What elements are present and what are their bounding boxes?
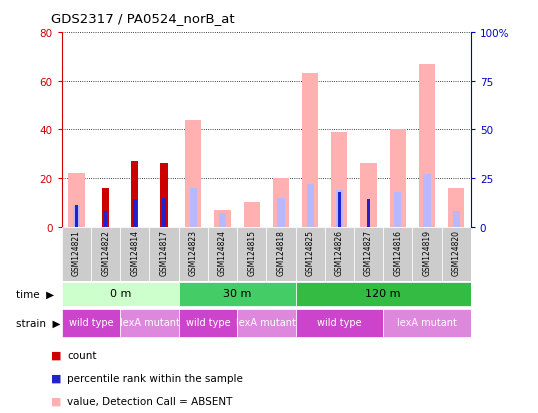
Bar: [295, 309, 383, 337]
Bar: [273, 178, 289, 227]
Bar: [75, 206, 78, 227]
Bar: [394, 192, 401, 227]
Bar: [179, 282, 295, 306]
Bar: [73, 206, 80, 227]
Bar: [185, 121, 201, 227]
Text: ■: ■: [51, 373, 62, 383]
Bar: [62, 309, 121, 337]
Bar: [190, 188, 197, 227]
Text: value, Detection Call = ABSENT: value, Detection Call = ABSENT: [67, 396, 232, 406]
Text: lexA mutant: lexA mutant: [236, 318, 296, 328]
Bar: [121, 227, 150, 281]
Bar: [295, 282, 471, 306]
Bar: [68, 174, 84, 227]
Text: GSM124826: GSM124826: [335, 230, 344, 276]
Text: GDS2317 / PA0524_norB_at: GDS2317 / PA0524_norB_at: [51, 12, 235, 25]
Bar: [208, 227, 237, 281]
Text: ■: ■: [51, 350, 62, 360]
Bar: [150, 227, 179, 281]
Bar: [160, 164, 168, 227]
Text: 0 m: 0 m: [110, 289, 131, 299]
Bar: [62, 227, 91, 281]
Text: GSM124814: GSM124814: [130, 230, 139, 276]
Bar: [133, 200, 137, 227]
Bar: [336, 190, 343, 227]
Text: GSM124824: GSM124824: [218, 230, 227, 276]
Text: count: count: [67, 350, 97, 360]
Text: GSM124822: GSM124822: [101, 230, 110, 275]
Bar: [91, 227, 121, 281]
Text: wild type: wild type: [317, 318, 362, 328]
Bar: [390, 130, 406, 227]
Text: GSM124827: GSM124827: [364, 230, 373, 276]
Text: GSM124820: GSM124820: [451, 230, 461, 276]
Bar: [412, 227, 442, 281]
Text: GSM124818: GSM124818: [277, 230, 286, 275]
Text: 30 m: 30 m: [223, 289, 251, 299]
Bar: [295, 227, 325, 281]
Text: GSM124815: GSM124815: [247, 230, 256, 276]
Text: GSM124816: GSM124816: [393, 230, 402, 276]
Bar: [354, 227, 383, 281]
Text: lexA mutant: lexA mutant: [119, 318, 180, 328]
Bar: [179, 227, 208, 281]
Text: GSM124825: GSM124825: [306, 230, 315, 276]
Bar: [452, 211, 460, 227]
Bar: [337, 192, 341, 227]
Text: 120 m: 120 m: [365, 289, 401, 299]
Text: time  ▶: time ▶: [16, 289, 54, 299]
Bar: [325, 227, 354, 281]
Text: wild type: wild type: [186, 318, 230, 328]
Bar: [102, 188, 109, 227]
Bar: [277, 198, 285, 227]
Bar: [179, 309, 237, 337]
Bar: [383, 309, 471, 337]
Bar: [448, 188, 464, 227]
Text: ■: ■: [51, 396, 62, 406]
Bar: [121, 309, 179, 337]
Bar: [162, 198, 166, 227]
Bar: [219, 214, 226, 227]
Bar: [237, 227, 266, 281]
Text: GSM124823: GSM124823: [189, 230, 198, 276]
Bar: [215, 210, 230, 227]
Bar: [104, 211, 108, 227]
Bar: [442, 227, 471, 281]
Text: lexA mutant: lexA mutant: [397, 318, 457, 328]
Bar: [419, 64, 435, 227]
Bar: [131, 161, 138, 227]
Bar: [302, 74, 318, 227]
Bar: [423, 175, 430, 227]
Text: GSM124819: GSM124819: [422, 230, 431, 276]
Bar: [367, 200, 370, 227]
Bar: [266, 227, 295, 281]
Bar: [383, 227, 412, 281]
Text: GSM124817: GSM124817: [160, 230, 168, 276]
Bar: [237, 309, 295, 337]
Bar: [307, 185, 314, 227]
Text: percentile rank within the sample: percentile rank within the sample: [67, 373, 243, 383]
Bar: [360, 164, 377, 227]
Bar: [244, 203, 260, 227]
Bar: [331, 133, 348, 227]
Text: wild type: wild type: [69, 318, 114, 328]
Text: strain  ▶: strain ▶: [16, 318, 61, 328]
Bar: [62, 282, 179, 306]
Text: GSM124821: GSM124821: [72, 230, 81, 275]
